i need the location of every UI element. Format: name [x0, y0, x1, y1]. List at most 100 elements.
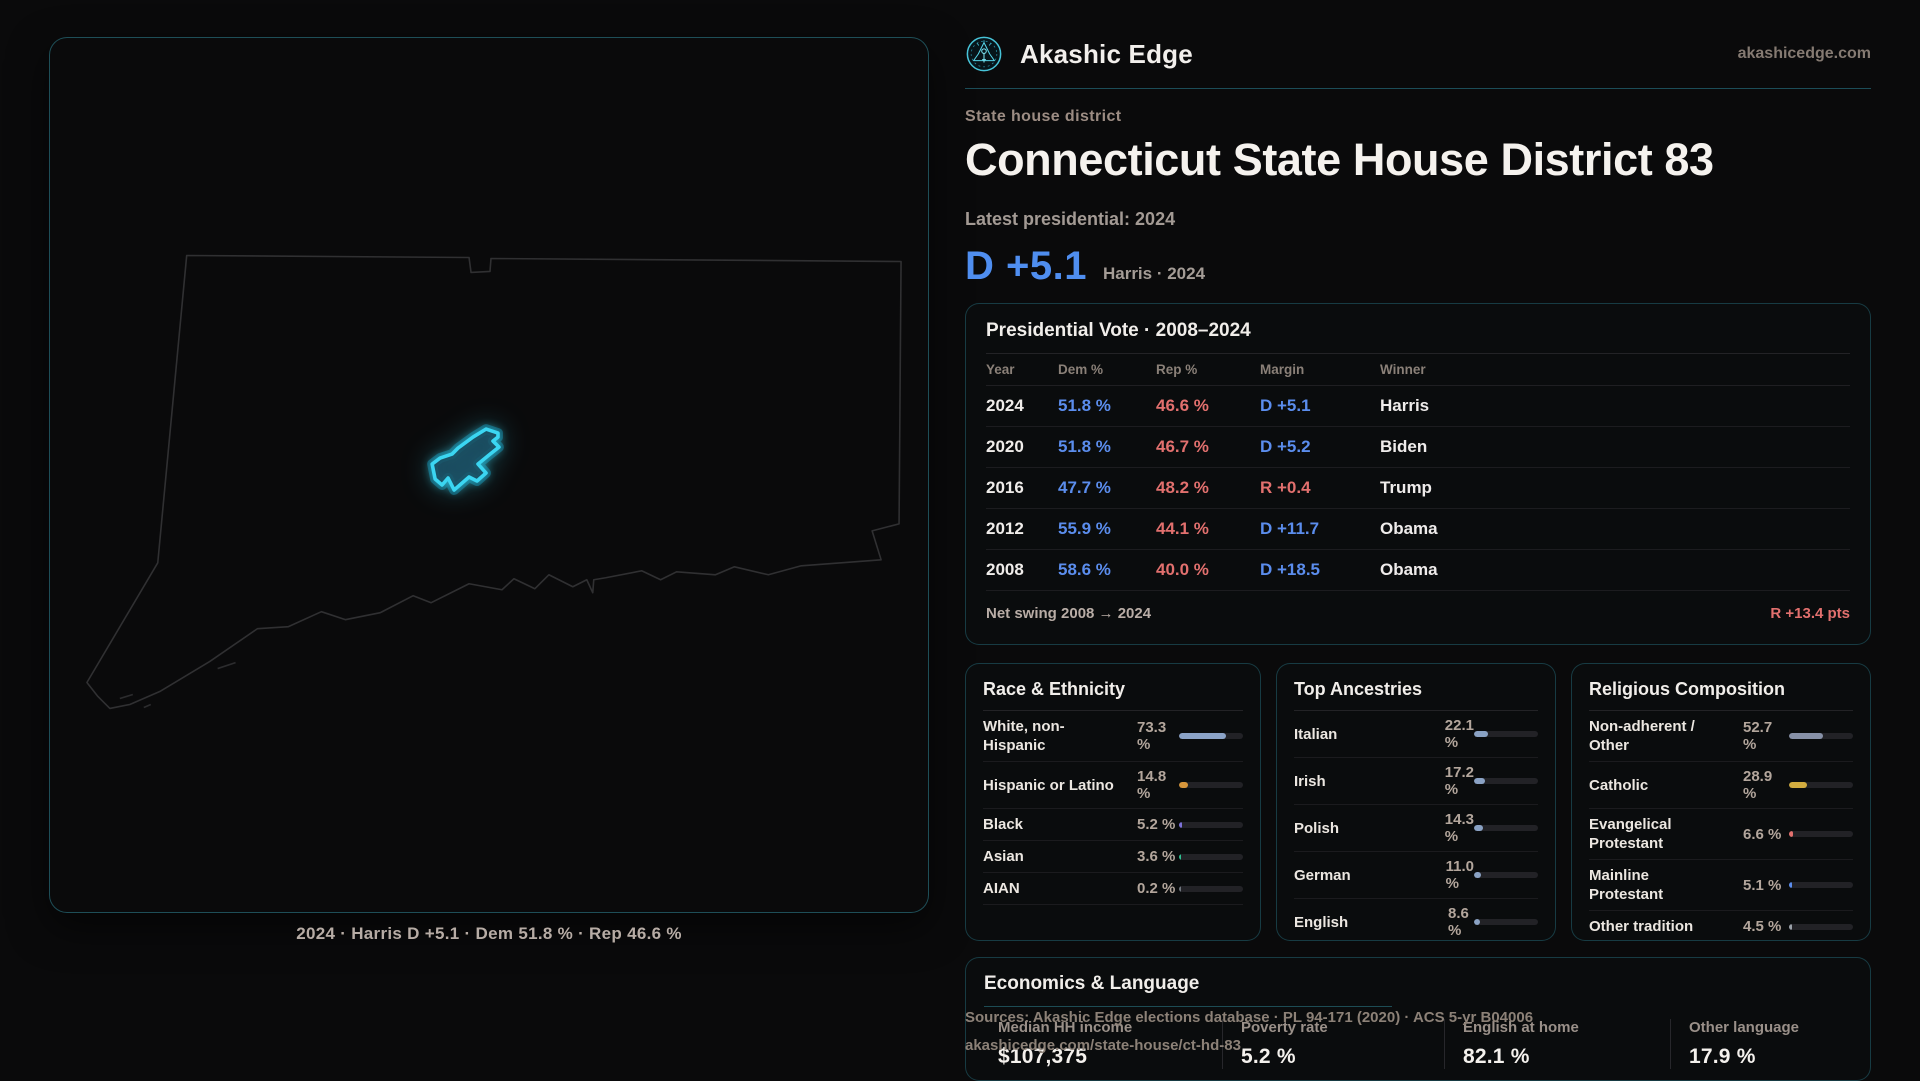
col-rep: Rep %	[1156, 362, 1198, 377]
margin-cell: R +0.4	[1260, 478, 1311, 497]
col-margin: Margin	[1260, 362, 1305, 377]
winner-cell: Obama	[1380, 519, 1438, 538]
bar-fill	[1179, 782, 1189, 788]
divider	[1589, 710, 1853, 711]
dem-cell: 51.8 %	[1058, 396, 1111, 415]
bar-track	[1474, 872, 1538, 878]
religious-composition-card: Religious Composition Non-adherent / Oth…	[1571, 663, 1871, 941]
margin-cell: D +11.7	[1260, 519, 1320, 538]
coast-islands	[119, 661, 236, 709]
demo-label: German	[1294, 866, 1351, 884]
stat-value: 5.2 %	[1241, 1045, 1296, 1068]
demo-label: Non-adherent / Other	[1589, 718, 1695, 754]
state-outline	[86, 254, 902, 710]
religion-card-title: Religious Composition	[1589, 679, 1785, 699]
demo-row: German 11.0 %	[1294, 852, 1538, 899]
bar-fill	[1789, 923, 1792, 930]
bar-track	[1474, 731, 1538, 737]
demo-row: Polish 14.3 %	[1294, 805, 1538, 852]
demo-row: Catholic 28.9 %	[1589, 762, 1853, 809]
header-divider	[965, 88, 1871, 89]
demo-row: English 8.6 %	[1294, 899, 1538, 940]
demo-value: 4.5 %	[1743, 918, 1782, 935]
dem-cell: 58.6 %	[1058, 560, 1111, 579]
bar-track	[1179, 733, 1243, 739]
demo-value: 5.2 %	[1137, 816, 1176, 833]
demo-value: 5.1 %	[1743, 876, 1782, 894]
demo-row: White, non- Hispanic 73.3 %	[983, 711, 1243, 762]
stat-value: $107,375	[998, 1045, 1088, 1068]
stats-grid: Median HH income $107,375 Poverty rate 5…	[984, 1019, 1852, 1069]
col-dem: Dem %	[1058, 362, 1104, 377]
margin-cell: D +5.1	[1260, 396, 1311, 415]
page-title: Connecticut State House District 83	[965, 134, 1714, 185]
connecticut-map	[86, 254, 902, 710]
table-row: 2020 51.8 % 46.7 % D +5.2 Biden	[986, 427, 1850, 468]
bar-fill	[1789, 782, 1808, 788]
stat-value: 17.9 %	[1689, 1045, 1756, 1068]
year-cell: 2020	[986, 437, 1024, 456]
demo-label: Irish	[1294, 772, 1326, 790]
economics-card-title: Economics & Language	[984, 973, 1200, 994]
demo-value: 3.6 %	[1137, 848, 1176, 865]
demo-row: Hispanic or Latino 14.8 %	[983, 762, 1243, 809]
district-shape[interactable]	[427, 424, 504, 495]
divider	[986, 353, 1850, 354]
stat-median-income: Median HH income $107,375	[984, 1019, 1222, 1069]
demo-row: Irish 17.2 %	[1294, 758, 1538, 805]
ancestries-card-title: Top Ancestries	[1294, 679, 1423, 699]
winner-cell: Trump	[1380, 478, 1432, 497]
demo-label: Evangelical Protestant	[1589, 816, 1672, 852]
bar-fill	[1474, 825, 1484, 831]
bar-fill	[1474, 919, 1480, 925]
bar-track	[1789, 782, 1853, 788]
demo-row: Black 5.2 %	[983, 809, 1243, 841]
stat-label: Median HH income	[998, 1019, 1133, 1036]
demo-value: 0.2 %	[1137, 880, 1176, 897]
presidential-vote-card: Presidential Vote · 2008–2024 Year Dem %…	[965, 303, 1871, 645]
stat-label: Other language	[1689, 1019, 1800, 1036]
table-header-row: Year Dem % Rep % Margin Winner	[986, 354, 1850, 386]
net-swing-row: Net swing 2008 → 2024 R +13.4 pts	[986, 591, 1850, 636]
demo-label: Catholic	[1589, 776, 1649, 794]
rep-cell: 44.1 %	[1156, 519, 1209, 538]
demo-value: 22.1 %	[1444, 717, 1474, 751]
year-cell: 2016	[986, 478, 1024, 497]
bar-fill	[1179, 853, 1182, 860]
rep-cell: 48.2 %	[1156, 478, 1209, 497]
col-year: Year	[986, 362, 1015, 377]
table-row: 2016 47.7 % 48.2 % R +0.4 Trump	[986, 468, 1850, 509]
demo-row: Other tradition 4.5 %	[1589, 911, 1853, 940]
stat-label: Poverty rate	[1241, 1019, 1328, 1036]
pres-card-title: Presidential Vote · 2008–2024	[986, 320, 1251, 341]
bar-track	[1789, 882, 1853, 888]
stat-value: 82.1 %	[1463, 1045, 1530, 1068]
bar-fill	[1789, 733, 1823, 739]
demo-label: Mainline Protestant	[1589, 867, 1664, 903]
winner-cell: Harris	[1380, 396, 1430, 415]
bar-track	[1179, 853, 1243, 860]
bar-track	[1789, 831, 1853, 837]
bar-fill	[1474, 731, 1489, 737]
year-cell: 2024	[986, 396, 1024, 415]
table-row: 2024 51.8 % 46.6 % D +5.1 Harris	[986, 386, 1850, 427]
demo-value: 17.2 %	[1444, 764, 1474, 798]
demo-label: English	[1294, 913, 1349, 931]
demo-label: Black	[983, 816, 1024, 833]
net-swing-value: R +13.4 pts	[1770, 605, 1850, 622]
year-cell: 2008	[986, 560, 1024, 579]
brand-domain-link[interactable]: akashicedge.com	[1737, 45, 1871, 62]
rep-cell: 46.7 %	[1156, 437, 1209, 456]
demo-value: 14.8 %	[1137, 768, 1167, 802]
demo-label: Hispanic or Latino	[983, 776, 1114, 794]
dem-cell: 51.8 %	[1058, 437, 1111, 456]
race-card-title: Race & Ethnicity	[983, 679, 1126, 699]
divider	[1294, 710, 1538, 711]
divider	[983, 710, 1243, 711]
demo-value: 11.0 %	[1445, 858, 1474, 892]
demo-row: Asian 3.6 %	[983, 841, 1243, 873]
permalink[interactable]: akashicedge.com/state-house/ct-hd-83	[965, 1037, 1241, 1054]
bar-track	[1789, 923, 1853, 930]
bar-fill	[1179, 733, 1226, 739]
bar-track	[1474, 919, 1538, 925]
